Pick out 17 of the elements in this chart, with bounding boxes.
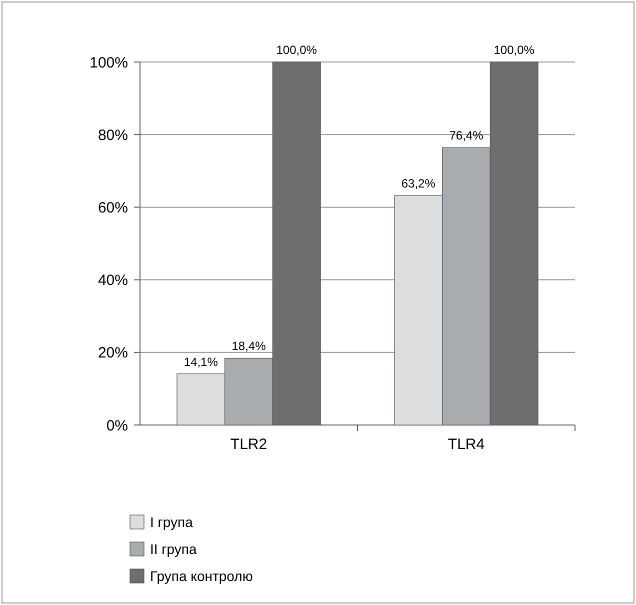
data-label: 100,0% (494, 43, 535, 57)
y-tick-label: 40% (98, 272, 128, 290)
data-label: 100,0% (276, 43, 318, 57)
legend-label: Група контролю (150, 568, 253, 584)
y-tick-label: 100% (90, 54, 128, 72)
x-tick-label: TLR2 (230, 436, 268, 453)
y-tick-label: 0% (106, 417, 128, 434)
x-tick-label: TLR4 (448, 436, 485, 453)
legend-label: II група (150, 540, 197, 557)
data-label: 76,4% (449, 128, 484, 143)
data-label: 18,4% (232, 339, 266, 354)
legend-label: I група (150, 514, 194, 530)
data-label: 14,1% (184, 354, 218, 369)
data-label: 63,2% (401, 176, 436, 191)
y-tick-label: 60% (98, 199, 128, 216)
y-tick-label: 80% (98, 126, 128, 144)
y-tick-label: 20% (98, 344, 128, 362)
